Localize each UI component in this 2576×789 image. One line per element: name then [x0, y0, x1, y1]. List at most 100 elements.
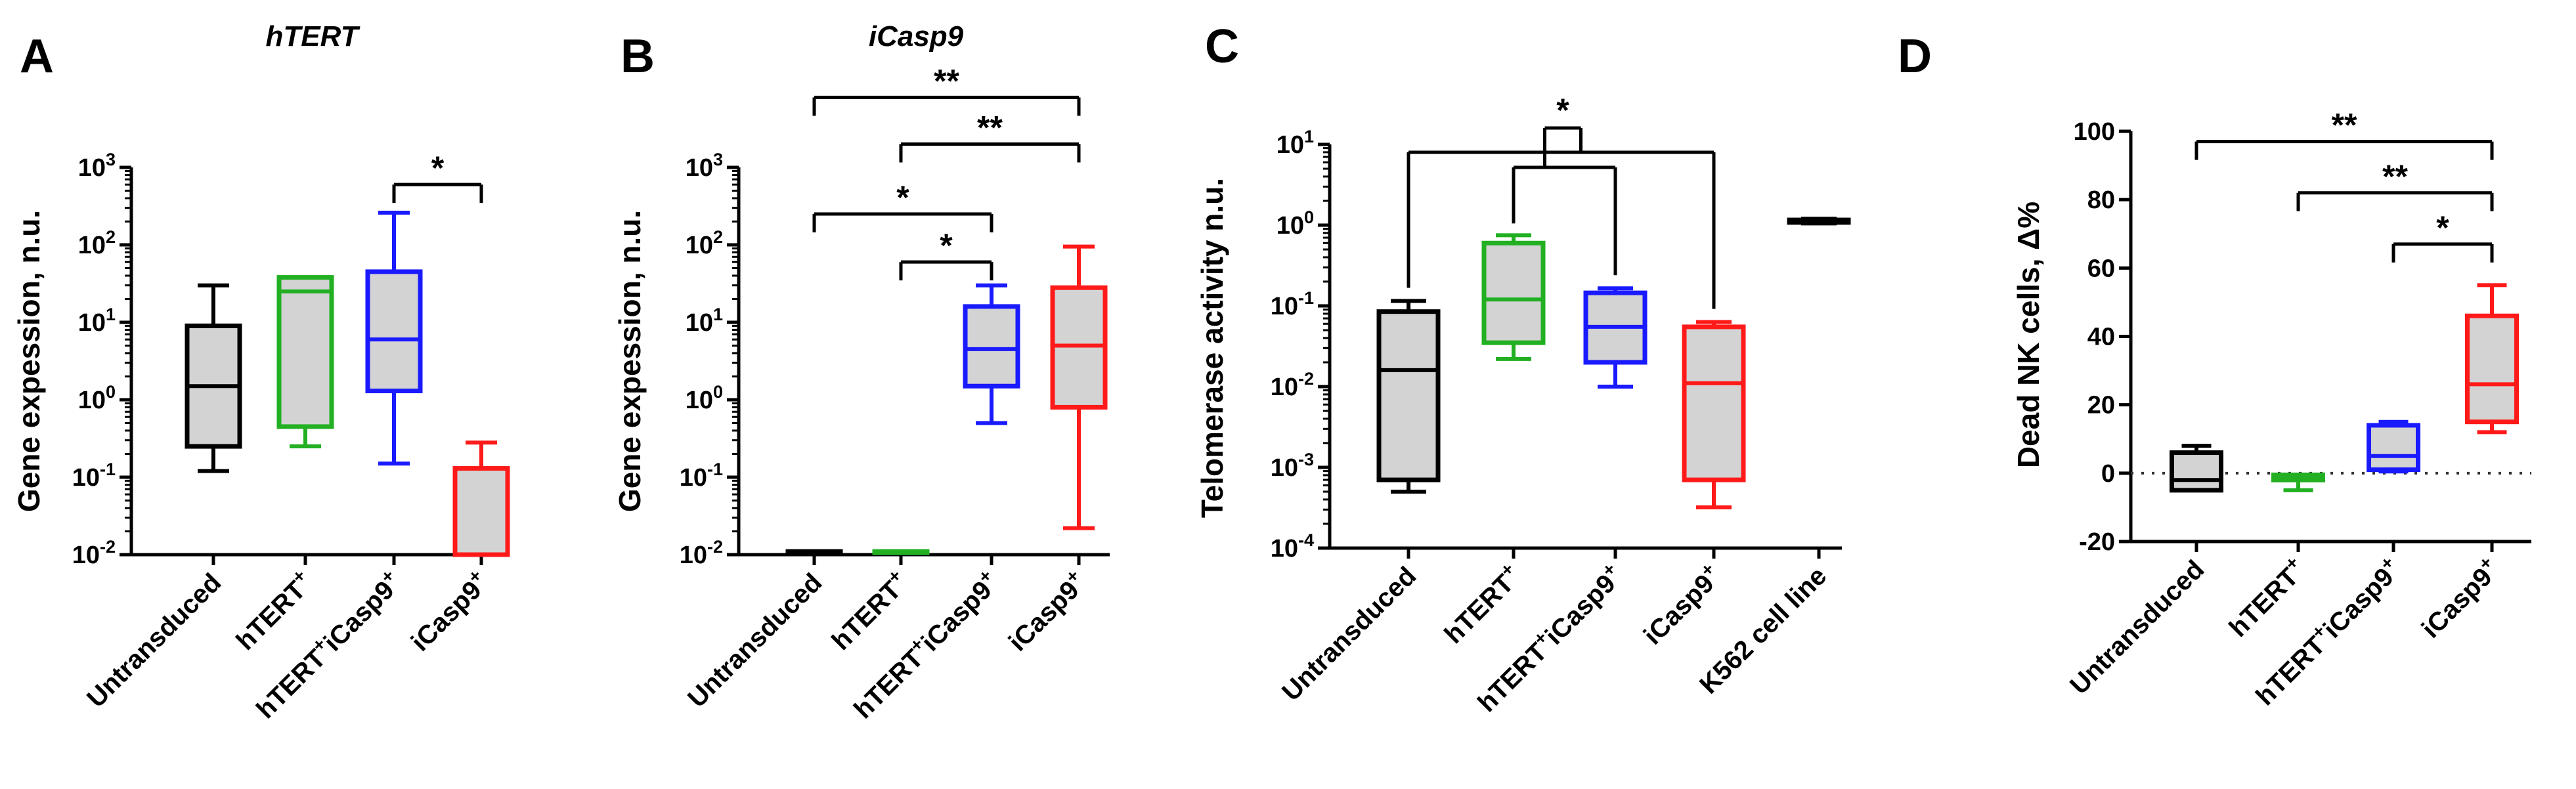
significance-0: **: [2194, 107, 2494, 160]
y-tick-exponent: -2: [100, 537, 116, 557]
category-label: K562 cell line: [1694, 561, 1832, 699]
box-iqr: [276, 275, 334, 429]
box-3: [452, 440, 510, 557]
y-tick-exponent: -2: [1298, 369, 1314, 389]
y-tick-label: 100: [686, 382, 723, 414]
y-tick-exponent: -1: [100, 459, 116, 479]
box-1: [872, 549, 930, 555]
chart-title: hTERT: [266, 20, 360, 53]
category-label-part: iCasp9: [1540, 569, 1621, 650]
box-3: [1682, 320, 1746, 509]
y-tick-label: 10-1: [1271, 288, 1314, 320]
category-label-part: iCasp9: [318, 576, 400, 657]
category-label: iCasp9+: [403, 565, 495, 657]
y-tick-base: 10: [1271, 454, 1298, 482]
box-iqr: [1682, 324, 1746, 482]
box-iqr: [2367, 423, 2420, 473]
box-2: [1583, 286, 1648, 389]
box-3: [1050, 244, 1108, 530]
y-tick-label: 103: [686, 150, 723, 182]
y-tick-label: 100: [78, 382, 116, 414]
category-label-part: iCasp9: [1003, 576, 1085, 657]
box-iqr: [2170, 450, 2223, 493]
y-axis-label: Dead NK cells, Δ%: [2011, 202, 2045, 468]
category-label: iCasp9+: [1636, 559, 1728, 650]
panel-letter: D: [1898, 30, 1932, 83]
y-tick-exponent: 2: [106, 227, 116, 247]
y-tick-exponent: 0: [1304, 207, 1314, 227]
significance-label: *: [1556, 92, 1569, 129]
y-tick-base: 10: [78, 154, 106, 182]
box-iqr: [365, 269, 423, 394]
category-label: hTERT+iCasp9+: [248, 565, 407, 724]
y-tick-exponent: -3: [1298, 450, 1314, 469]
y-tick-base: 10: [1277, 212, 1304, 240]
y-tick-label: 10-1: [680, 459, 723, 492]
category-label-part: hTERT: [251, 644, 331, 724]
category-label: iCasp9+: [1001, 565, 1093, 657]
y-axis-label: Gene expession, n.u.: [613, 210, 647, 512]
y-tick-base: 10: [1271, 535, 1298, 563]
box-3: [2465, 283, 2519, 435]
category-label-part: Untransduced: [81, 568, 227, 713]
significance-2: *: [812, 179, 993, 233]
y-tick-base: 10: [1271, 373, 1298, 401]
box-0: [185, 283, 242, 473]
y-tick-base: 10: [78, 232, 106, 259]
y-tick-base: 10: [1271, 293, 1298, 320]
y-tick-base: 10: [78, 387, 106, 414]
category-label-part: Untransduced: [1277, 561, 1422, 706]
category-label: iCasp9+: [2414, 552, 2506, 644]
category-label: Untransduced: [1277, 561, 1422, 706]
significance-label: *: [896, 179, 909, 216]
category-label: hTERT+: [2221, 552, 2311, 643]
category-label: hTERT+: [823, 565, 914, 656]
y-tick-exponent: 3: [106, 150, 116, 169]
y-tick-label: 103: [78, 150, 116, 182]
panel-letter: C: [1205, 20, 1239, 73]
box-2: [365, 211, 423, 466]
box-iqr: [1481, 240, 1546, 345]
significance-0: *: [392, 150, 483, 203]
y-tick-base: 10: [78, 309, 106, 337]
category-label-part: iCasp9: [1638, 569, 1720, 650]
y-tick-base: 10: [72, 464, 100, 492]
significance-3: *: [899, 227, 993, 281]
y-tick-label: 101: [1277, 127, 1314, 159]
y-tick-exponent: -1: [1298, 288, 1314, 308]
y-tick-base: 10: [686, 309, 713, 337]
box-2: [963, 283, 1020, 425]
significance-2: *: [2391, 209, 2494, 263]
box-iqr: [1376, 309, 1441, 482]
y-tick-label: 10-2: [72, 537, 116, 569]
category-label-part: hTERT: [1439, 569, 1519, 649]
significance-label: *: [940, 227, 953, 264]
y-tick-label: -20: [2079, 528, 2115, 556]
y-axis-label: Telomerase activity n.u.: [1195, 178, 1229, 518]
box-iqr: [2465, 313, 2519, 425]
y-tick-exponent: 3: [713, 150, 723, 169]
box-1: [276, 275, 334, 449]
y-tick-label: 101: [78, 305, 116, 337]
y-tick-label: 102: [686, 227, 723, 259]
box-0: [2170, 444, 2223, 493]
category-label-part: hTERT: [1472, 637, 1552, 717]
category-label-part: iCasp9: [406, 576, 487, 657]
category-label: hTERT+: [228, 565, 318, 656]
category-label: hTERT+iCasp9+: [846, 565, 1005, 724]
category-label: Untransduced: [2064, 555, 2210, 700]
significance-1: **: [2296, 158, 2494, 211]
y-tick-label: 100: [2074, 118, 2115, 146]
panel-d: D Dead NK cells, Δ% -20 0 20 40 60 80 100 Untrans…: [1898, 30, 2531, 711]
y-tick-label: 60: [2087, 255, 2115, 282]
box-iqr: [452, 466, 510, 557]
y-tick-label: 102: [78, 227, 116, 259]
y-tick-base: 10: [680, 542, 707, 569]
box-1: [2271, 472, 2325, 492]
box-0: [1376, 299, 1441, 494]
category-label: Untransduced: [682, 568, 827, 713]
